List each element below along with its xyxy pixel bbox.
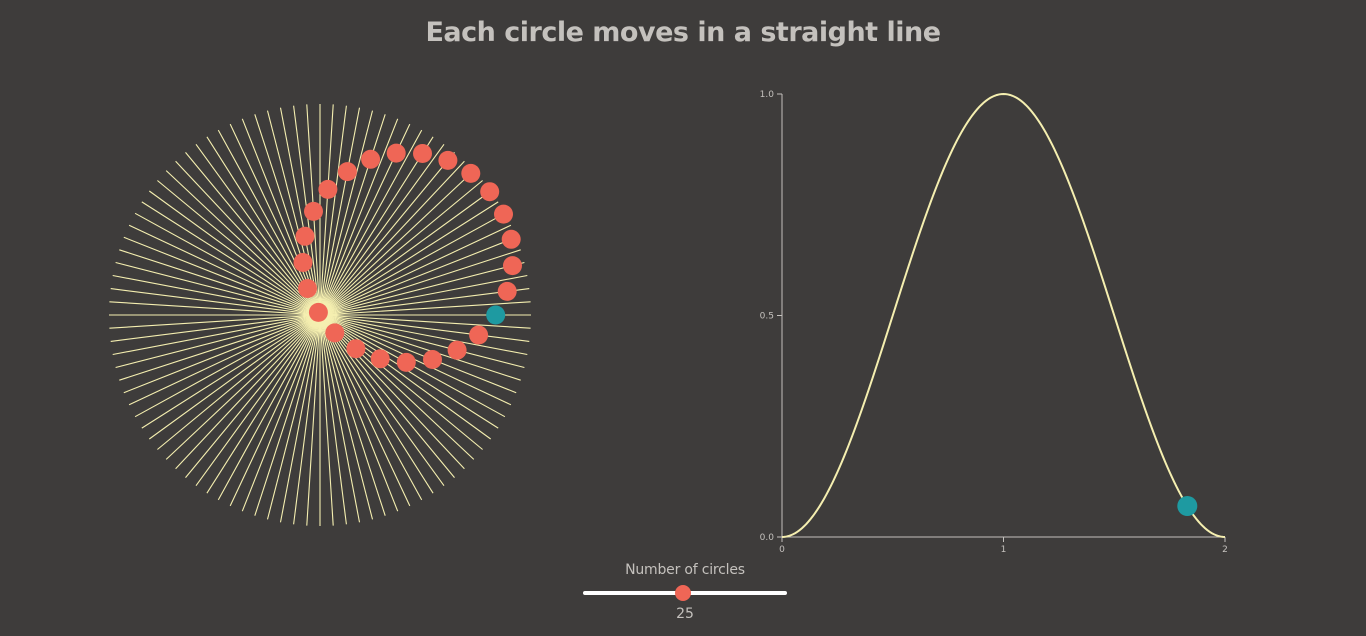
moving-circle [480,182,500,202]
circle-count-control: Number of circles 25 [582,562,788,622]
y-tick-label: 0.5 [760,312,774,322]
moving-circle [304,201,323,221]
moving-circle [318,179,338,199]
moving-circle [497,281,517,301]
page-title: Each circle moves in a straight line [425,17,941,48]
moving-circle [469,325,489,345]
moving-circle [337,162,357,182]
x-tick-label: 2 [1222,545,1228,555]
moving-circle [503,256,522,276]
moving-circle [346,339,366,359]
circle-count-slider[interactable] [582,585,788,601]
moving-circle [494,204,513,224]
wave-chart: 0.0 0.5 1.0 0 1 2 [760,90,1228,555]
radial-lines-figure [109,104,531,526]
moving-circle [386,143,406,163]
moving-circle [396,352,416,372]
moving-circle [298,279,317,298]
y-tick-label: 1.0 [760,90,775,100]
moving-circle [438,150,458,170]
moving-circle [413,144,432,163]
circle-count-label: Number of circles [625,562,745,578]
x-tick-label: 0 [779,545,785,555]
moving-circle [361,149,381,169]
circle-count-value: 25 [676,606,694,622]
moving-circle [447,340,467,360]
moving-circle [295,226,315,246]
slider-thumb[interactable] [675,585,692,601]
moving-circle [461,163,481,183]
y-tick-label: 0.0 [760,533,775,543]
moving-circle [325,323,345,343]
x-tick-label: 1 [1001,545,1007,555]
moving-circle [308,302,328,322]
wave-marker [1177,496,1198,516]
highlight-circle [486,305,506,325]
moving-circle [423,350,442,369]
wave-line [781,92,1226,538]
moving-circle [370,349,390,369]
moving-circle [501,229,521,249]
moving-circle [293,253,313,272]
